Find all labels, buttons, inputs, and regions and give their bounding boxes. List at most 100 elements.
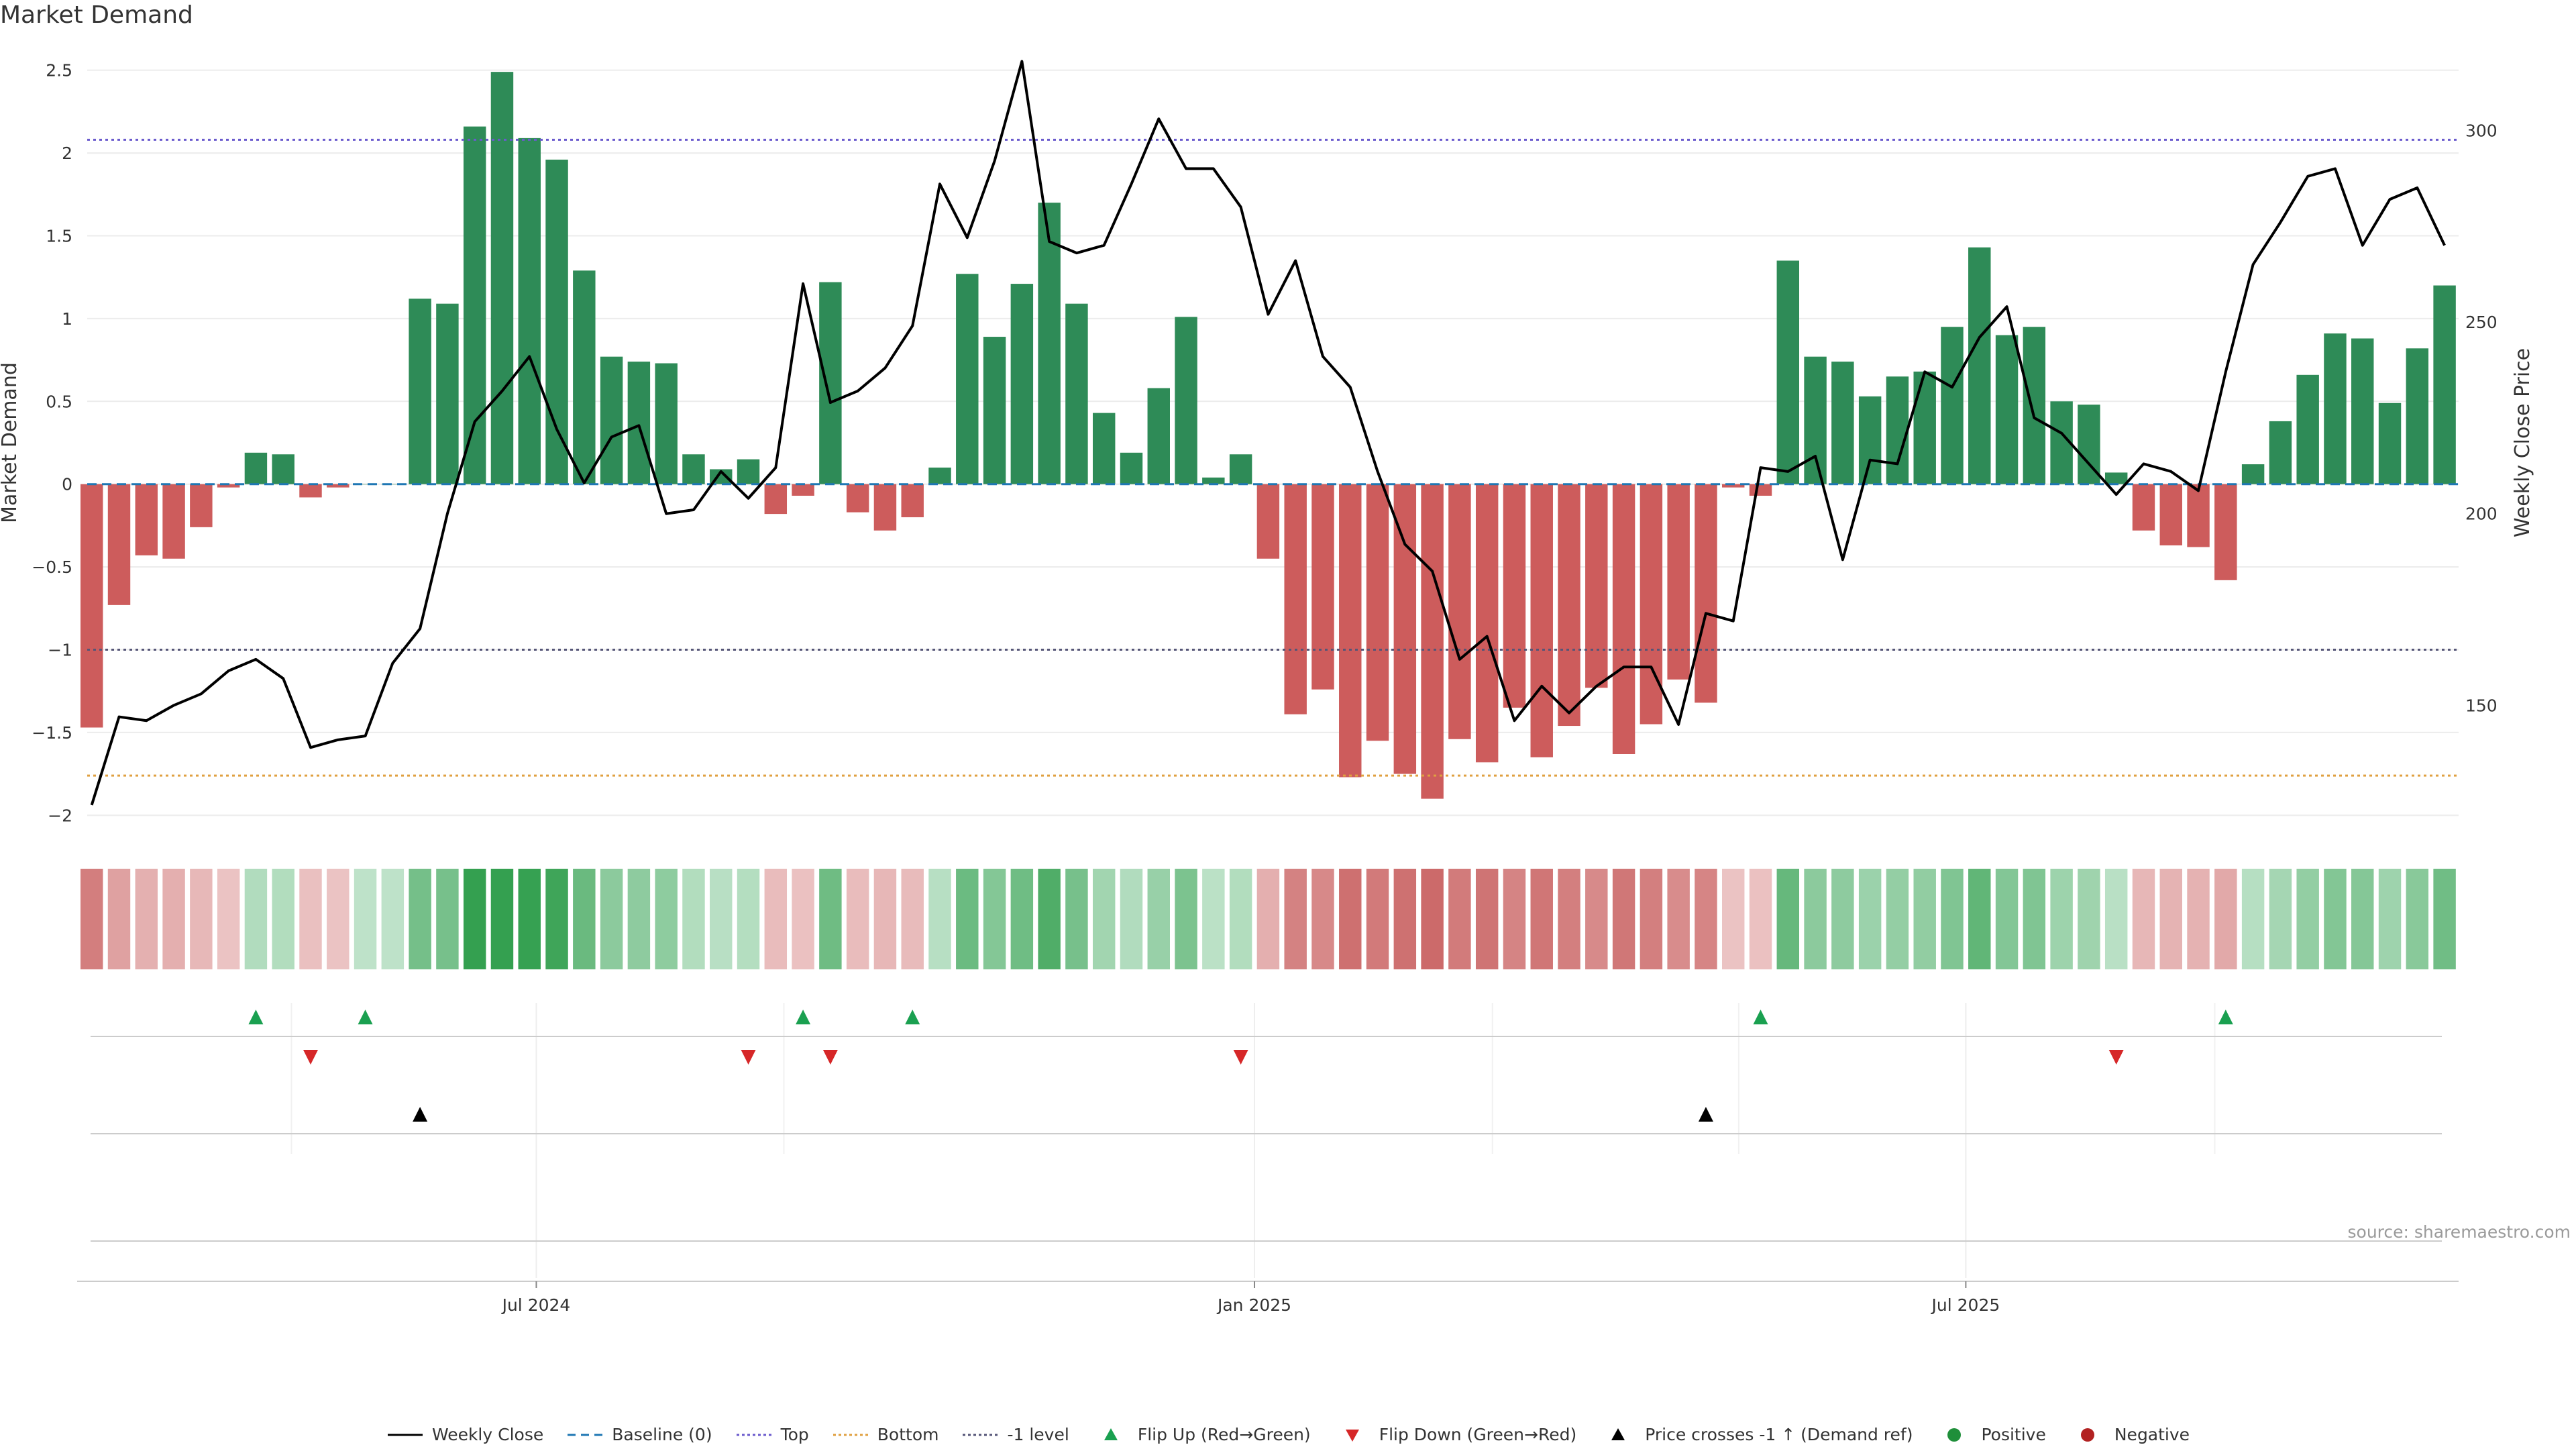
heat-cell — [1256, 869, 1280, 969]
heat-cell — [983, 869, 1006, 969]
heat-cell — [600, 869, 623, 969]
y-tick-label: 2 — [62, 144, 72, 163]
demand-bar — [1175, 317, 1197, 484]
legend-label: -1 level — [1007, 1425, 1069, 1444]
demand-bar — [1229, 454, 1252, 484]
demand-bars — [80, 72, 2456, 799]
heat-cell — [2187, 869, 2210, 969]
demand-bar — [2023, 327, 2046, 484]
heat-cell — [682, 869, 705, 969]
heat-cell — [190, 869, 213, 969]
flip-up-marker — [796, 1010, 811, 1024]
heat-cell — [1475, 869, 1499, 969]
demand-bar — [627, 362, 651, 484]
heat-cell — [1831, 869, 1854, 969]
flip-down-marker — [741, 1050, 756, 1065]
y-tick-label: 1.5 — [46, 226, 72, 246]
flip-up-marker — [1753, 1010, 1768, 1024]
demand-bar — [1147, 388, 1170, 484]
demand-bar — [1503, 484, 1526, 708]
flip-up-legend-icon — [1104, 1428, 1118, 1440]
heat-cell — [1722, 869, 1745, 969]
demand-bar — [1448, 484, 1471, 739]
top-legend-icon — [736, 1434, 771, 1436]
demand-bar — [928, 468, 951, 484]
demand-bar — [764, 484, 788, 515]
price-cross-marker — [413, 1107, 428, 1122]
demand-bar — [1311, 484, 1334, 690]
legend-label: Positive — [1981, 1425, 2046, 1444]
heat-cell — [819, 869, 842, 969]
positive-legend-icon — [1947, 1428, 1962, 1442]
legend-label: Top — [780, 1425, 809, 1444]
legend-label: Bottom — [877, 1425, 939, 1444]
grid-layer — [77, 69, 2459, 1282]
flip-down-marker — [822, 1050, 838, 1065]
bottom-legend-icon — [833, 1434, 868, 1436]
legend-swatch — [1104, 1428, 1118, 1440]
heat-cell — [381, 869, 405, 969]
y-tick-label: 1 — [62, 309, 72, 329]
close-line-layer — [90, 60, 2446, 806]
demand-bar — [327, 484, 350, 488]
demand-bar — [2296, 374, 2319, 484]
demand-bar — [1640, 484, 1663, 724]
heat-cell — [2132, 869, 2155, 969]
demand-bar — [1612, 484, 1635, 754]
demand-bar — [1913, 371, 1936, 484]
demand-bar — [299, 484, 322, 498]
heat-cell — [2214, 869, 2237, 969]
legend-label: Weekly Close — [431, 1425, 544, 1444]
legend-swatch — [1611, 1428, 1625, 1440]
demand-bar — [272, 454, 294, 484]
heat-cell — [1147, 869, 1170, 969]
legend-item-cross: Price crosses -1 ↑ (Demand ref) — [1599, 1425, 1913, 1444]
demand-bar — [600, 356, 623, 484]
demand-bar — [983, 337, 1006, 484]
heat-cell — [2078, 869, 2100, 969]
demand-bar — [1585, 484, 1608, 688]
heat-cell — [1120, 869, 1143, 969]
heat-cell — [873, 869, 897, 969]
heat-cell — [1612, 869, 1635, 969]
flip-up-marker — [358, 1010, 373, 1024]
heat-cell — [107, 869, 131, 969]
page-title: Market Demand — [0, 1, 193, 29]
demand-bar — [2433, 285, 2456, 484]
y2-axis-label: Weekly Close Price — [2511, 348, 2534, 537]
heat-cell — [1585, 869, 1608, 969]
demand-bar — [2159, 484, 2182, 546]
legend-item-flip-up: Flip Up (Red→Green) — [1092, 1425, 1311, 1444]
legend-label: Flip Up (Red→Green) — [1137, 1425, 1311, 1444]
heat-cell — [409, 869, 431, 969]
heat-cell — [1558, 869, 1580, 969]
heat-cell — [1202, 869, 1225, 969]
demand-bar — [2132, 484, 2155, 531]
legend-swatch — [2080, 1428, 2094, 1442]
demand-bar — [1010, 284, 1034, 484]
demand-bar — [1968, 247, 1991, 484]
flip-down-marker — [2108, 1050, 2124, 1065]
heat-cell — [2324, 869, 2347, 969]
baseline-legend-icon — [568, 1434, 603, 1436]
demand-bar — [1749, 484, 1772, 496]
heat-cell — [1749, 869, 1772, 969]
heat-cell — [2433, 869, 2456, 969]
heat-cell — [1776, 869, 1800, 969]
heat-strip — [80, 869, 2456, 969]
legend-label: Negative — [2114, 1425, 2190, 1444]
heat-cell — [1175, 869, 1197, 969]
heat-cell — [545, 869, 568, 969]
heat-cell — [1421, 869, 1444, 969]
demand-bar — [107, 484, 131, 605]
heat-cell — [956, 869, 979, 969]
heat-cell — [463, 869, 486, 969]
heat-cell — [272, 869, 294, 969]
demand-bar — [244, 452, 268, 484]
y-tick-label: 0.5 — [46, 392, 72, 411]
x-tick-label: Jul 2024 — [501, 1295, 571, 1315]
demand-bar — [655, 363, 678, 484]
demand-bar — [2269, 421, 2292, 484]
y-tick-label: −1 — [48, 641, 72, 660]
demand-bar — [1941, 327, 1964, 484]
